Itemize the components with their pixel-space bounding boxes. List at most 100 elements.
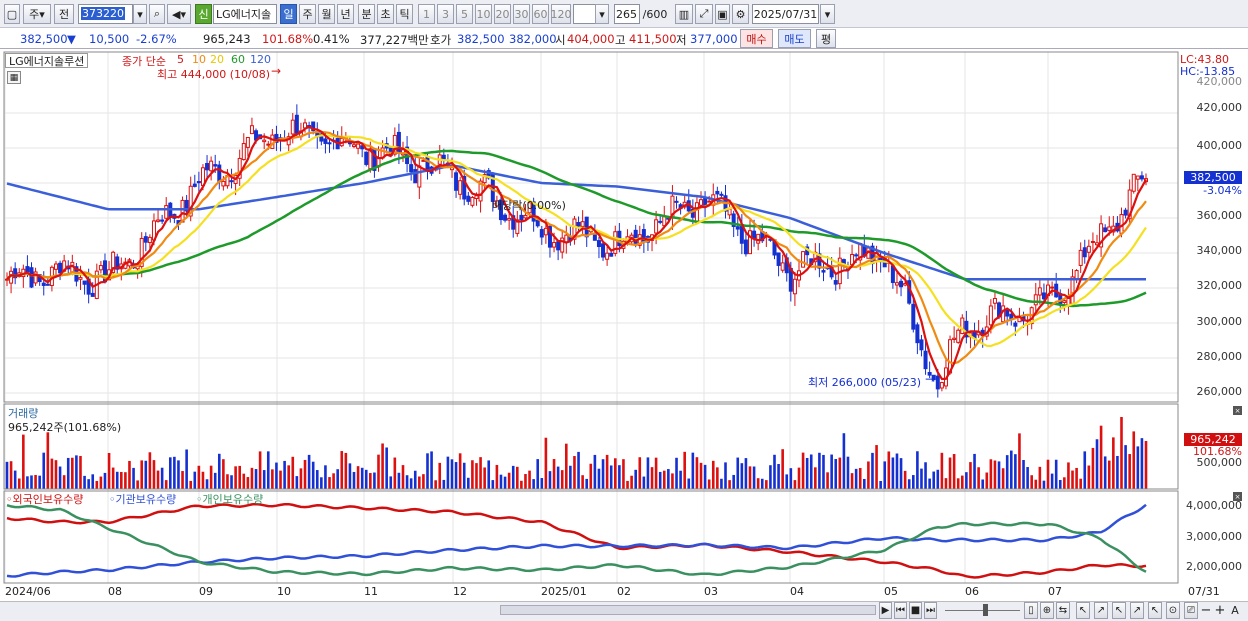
volume-bar	[13, 470, 17, 489]
y-tick-260000: 260,000	[1196, 385, 1243, 398]
volume-bar	[809, 454, 813, 489]
candle-body	[327, 142, 332, 145]
volume-bar	[675, 457, 678, 489]
sell-button[interactable]: 매도	[778, 29, 811, 48]
x-axis-right: 07/31	[1188, 585, 1220, 598]
volume-bar	[177, 460, 180, 489]
volume-bar	[789, 468, 793, 489]
timeframe-tick[interactable]: 틱	[396, 4, 413, 24]
volume-bar	[793, 480, 797, 489]
code-input[interactable]: 373220	[78, 4, 133, 24]
y-tick-300000: 300,000	[1196, 315, 1243, 328]
candle-body	[1070, 276, 1075, 304]
zoom-handle[interactable]	[983, 604, 988, 616]
timeframe-minute[interactable]: 분	[358, 4, 375, 24]
candle-body	[576, 221, 581, 227]
timeframe-day[interactable]: 일	[280, 4, 297, 24]
volume-bar	[1063, 477, 1066, 489]
interval-10[interactable]: 10	[475, 4, 492, 24]
prev-button[interactable]: 전	[54, 4, 74, 24]
draw-channel-icon[interactable]: ↖	[1112, 602, 1126, 619]
interval-30[interactable]: 30	[513, 4, 530, 24]
volume-bar	[1095, 439, 1099, 489]
candle-body	[641, 229, 646, 242]
date-input[interactable]: 2025/07/31	[752, 4, 819, 24]
interval-3[interactable]: 3	[437, 4, 454, 24]
volume-bar	[120, 471, 123, 489]
interval-60[interactable]: 60	[532, 4, 549, 24]
zoom-out-icon[interactable]: −	[1200, 603, 1212, 618]
volume-bar	[969, 462, 972, 489]
candle-body	[262, 139, 267, 143]
zoom-in-icon[interactable]: +	[1214, 603, 1226, 618]
timeframe-month[interactable]: 월	[318, 4, 335, 24]
window-icon[interactable]: ▢	[4, 4, 20, 24]
volume-bar	[834, 459, 838, 489]
chart-canvas[interactable]	[0, 50, 1248, 602]
period-select[interactable]: 주 ▾	[23, 4, 51, 24]
count-input[interactable]: 265	[614, 4, 640, 24]
cursor-tool-icon[interactable]: ▯	[1024, 602, 1038, 619]
volume-close-icon[interactable]: ×	[1233, 406, 1242, 415]
draw-shape-icon[interactable]: ⊙	[1166, 602, 1180, 619]
draw-tool-icon[interactable]: ⤢	[695, 4, 713, 24]
volume-bar	[340, 451, 344, 489]
candle-body	[1082, 247, 1087, 258]
new-badge-button[interactable]: 신	[195, 4, 212, 24]
volume-bar	[552, 459, 556, 489]
stock-name-field[interactable]: LG에너지솔	[213, 4, 277, 24]
interval-5[interactable]: 5	[456, 4, 473, 24]
table-icon[interactable]: ▦	[7, 71, 21, 84]
magnet-icon[interactable]: ⇆	[1056, 602, 1070, 619]
save-icon[interactable]: ▣	[715, 4, 730, 24]
bid-price-2: 382,000	[509, 32, 557, 46]
draw-line-icon[interactable]: ↖	[1076, 602, 1090, 619]
volume-bar	[1038, 466, 1042, 489]
speaker-icon[interactable]: ◀▾	[167, 4, 191, 24]
draw-text-icon[interactable]: ↖	[1148, 602, 1162, 619]
interval-120[interactable]: 120	[551, 4, 572, 24]
holdings-close-icon[interactable]: ×	[1233, 492, 1242, 501]
volume-bar	[1067, 462, 1070, 489]
stop-icon[interactable]: ■	[909, 602, 922, 619]
volume-bar	[744, 458, 748, 489]
x-label: 2024/06	[5, 585, 51, 598]
crosshair-icon[interactable]: ⊕	[1040, 602, 1054, 619]
scroll-end-icon[interactable]: ⏭	[924, 602, 937, 619]
font-size-icon[interactable]: A	[1231, 604, 1239, 617]
volume-bar	[609, 465, 613, 489]
gear-icon[interactable]: ⚙	[732, 4, 749, 24]
timeframe-week[interactable]: 주	[299, 4, 316, 24]
volume-bar	[1087, 465, 1091, 489]
low-price: 377,000	[690, 32, 738, 46]
search-icon[interactable]: ⌕	[149, 4, 165, 24]
code-dropdown-icon[interactable]: ▾	[133, 4, 147, 24]
interval-1[interactable]: 1	[418, 4, 435, 24]
volume-panel-title[interactable]: 거래량	[8, 407, 39, 420]
candle-body	[241, 143, 246, 161]
chart-type-icon[interactable]: ▥	[675, 4, 693, 24]
volume-bar	[707, 479, 711, 489]
volume-bar	[222, 459, 225, 489]
buy-button[interactable]: 매수	[740, 29, 773, 48]
scroll-start-icon[interactable]: ⏮	[894, 602, 907, 619]
interval-20[interactable]: 20	[494, 4, 511, 24]
clear-icon[interactable]: ⎚	[1184, 602, 1198, 619]
zoom-slider[interactable]	[945, 610, 1020, 611]
volume-bar	[532, 479, 535, 489]
draw-fib-icon[interactable]: ↗	[1130, 602, 1144, 619]
date-picker-icon[interactable]: ▾	[820, 4, 835, 24]
scroll-right-icon[interactable]: ▶	[879, 602, 892, 619]
timeframe-second[interactable]: 초	[377, 4, 394, 24]
draw-trend-icon[interactable]: ↗	[1094, 602, 1108, 619]
low-label: 저	[676, 33, 687, 47]
candle-body	[776, 252, 781, 266]
price-panel-title[interactable]: LG에너지솔루션	[5, 53, 89, 68]
candle-body	[911, 303, 916, 330]
eval-button[interactable]: 평	[816, 29, 836, 48]
scroll-track[interactable]	[500, 605, 876, 615]
custom-interval-dropdown-icon[interactable]: ▾	[595, 4, 609, 24]
indiv-holdings-line	[6, 504, 1147, 577]
volume-bar	[703, 464, 707, 489]
timeframe-year[interactable]: 년	[337, 4, 354, 24]
